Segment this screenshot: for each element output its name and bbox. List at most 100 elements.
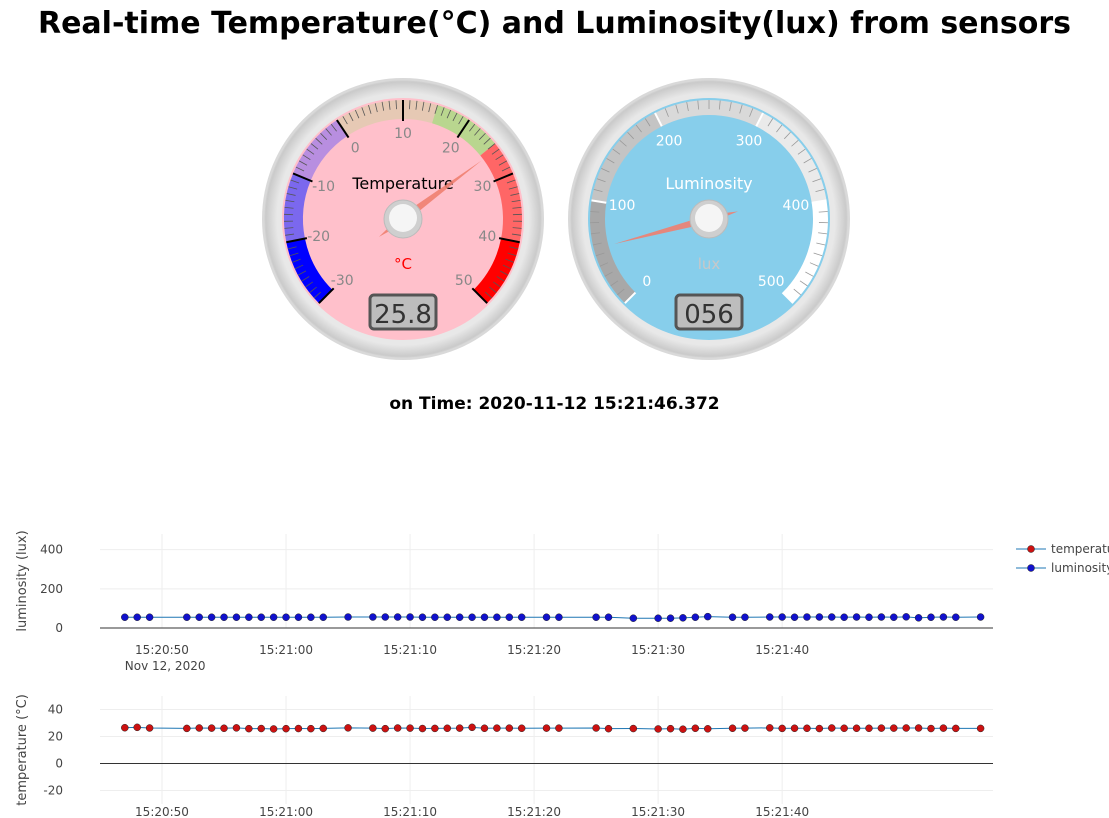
value-display: [368, 293, 438, 331]
gauge-minor-tick: [619, 140, 627, 147]
data-point: [369, 724, 377, 732]
gauge-minor-tick: [501, 166, 511, 172]
data-point: [927, 724, 935, 733]
gauge-band: [590, 200, 636, 304]
x-tick-label: 15:21:10: [383, 643, 437, 657]
gauge-minor-tick: [508, 186, 518, 190]
gauge-band: [432, 105, 495, 156]
gauge-minor-tick: [309, 286, 317, 293]
data-point: [269, 725, 278, 733]
data-point: [766, 724, 774, 732]
data-point: [232, 724, 241, 732]
gauge-band: [284, 173, 311, 243]
data-point: [679, 725, 687, 733]
gauge-minor-tick: [483, 137, 491, 145]
y-axis-label: luminosity (lux): [15, 530, 30, 631]
gauge-minor-tick: [458, 116, 464, 125]
gauge-minor-tick: [812, 178, 822, 183]
gauge-tick-label: 500: [758, 274, 785, 290]
page-title: Real-time Temperature(°C) and Luminosity…: [37, 6, 1071, 41]
gauge-tick-label: 0: [351, 140, 360, 156]
y-tick-label: -20: [43, 784, 63, 798]
gauge-major-tick: [286, 237, 308, 244]
data-point: [604, 724, 613, 733]
gauge-minor-tick: [284, 206, 294, 209]
gauge-minor-tick: [718, 100, 721, 110]
data-point: [381, 613, 390, 621]
data-point: [319, 613, 327, 621]
data-point: [890, 613, 898, 621]
gauge-minor-tick: [301, 276, 310, 282]
data-point: [307, 613, 315, 621]
data-point: [927, 613, 935, 621]
gauge-major-tick: [654, 112, 663, 127]
gauge-minor-tick: [604, 271, 613, 277]
data-point: [815, 724, 824, 733]
data-point: [703, 725, 712, 733]
needle-hub-center: [389, 204, 417, 232]
x-tick-label: 15:21:00: [259, 643, 313, 657]
data-point: [505, 724, 514, 732]
data-point: [121, 613, 129, 621]
gauge-minor-tick: [511, 199, 521, 203]
gauge-minor-tick: [395, 100, 397, 110]
gauge-band: [654, 99, 764, 127]
gauge-minor-tick: [506, 179, 516, 184]
gauge-minor-tick: [285, 199, 295, 203]
gauge-band: [480, 143, 522, 243]
gauge-minor-tick: [306, 148, 315, 155]
data-point: [517, 724, 526, 733]
gauge-major-tick: [624, 291, 637, 304]
data-point: [480, 613, 489, 621]
data-point: [691, 613, 700, 621]
data-point: [121, 723, 129, 732]
gauge-minor-tick: [606, 158, 615, 164]
gauge-minor-tick: [697, 100, 700, 110]
gauge-units: °C: [394, 255, 412, 273]
gauge-minor-tick: [808, 167, 817, 173]
gauge-minor-tick: [295, 166, 305, 172]
value-display: [674, 293, 744, 331]
gauge-minor-tick: [499, 270, 509, 276]
gauge-minor-tick: [749, 108, 754, 117]
data-point: [133, 723, 141, 732]
gauge-minor-tick: [590, 232, 600, 235]
gauge-minor-tick: [635, 124, 642, 133]
timestamp-text: on Time: 2020-11-12 15:21:46.372: [389, 394, 720, 414]
y-tick-label: 40: [48, 703, 63, 717]
data-point: [369, 613, 377, 621]
data-point: [790, 613, 799, 621]
gauge-minor-tick: [484, 291, 493, 299]
gauge-minor-tick: [511, 233, 521, 236]
data-point: [319, 724, 327, 733]
x-tick-label: 15:20:50: [135, 643, 189, 657]
data-point: [877, 724, 886, 732]
gauge-minor-tick: [498, 160, 508, 166]
gauge-minor-tick: [409, 100, 411, 110]
data-point: [344, 613, 352, 621]
gauge-minor-tick: [361, 107, 366, 116]
gauge-minor-tick: [793, 288, 801, 296]
gauge-minor-tick: [354, 109, 360, 119]
data-point: [443, 724, 452, 733]
gauge-minor-tick: [799, 280, 808, 287]
gauge-minor-tick: [446, 109, 452, 119]
gauge-minor-tick: [509, 246, 519, 250]
data-point: [766, 613, 774, 621]
data-point: [939, 724, 948, 732]
gauge-minor-tick: [664, 108, 669, 117]
needle-hub-center: [695, 204, 723, 232]
data-point: [183, 724, 191, 733]
gauge-band: [591, 112, 662, 203]
data-point: [902, 724, 910, 732]
gauge-minor-tick: [325, 128, 332, 136]
gauge-minor-tick: [590, 211, 600, 213]
gauge-minor-tick: [809, 262, 819, 267]
data-point: [257, 724, 265, 733]
gauge-minor-tick: [313, 291, 322, 299]
x-tick-label: 15:20:50: [135, 805, 189, 818]
data-point: [294, 724, 303, 733]
data-point: [914, 614, 923, 622]
gauge-minor-tick: [491, 148, 500, 155]
data-point: [406, 724, 414, 732]
